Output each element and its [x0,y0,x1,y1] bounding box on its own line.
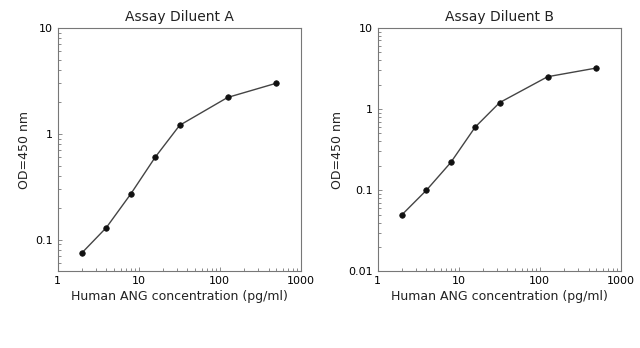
Y-axis label: OD=450 nm: OD=450 nm [331,111,344,189]
X-axis label: Human ANG concentration (pg/ml): Human ANG concentration (pg/ml) [391,291,607,303]
Title: Assay Diluent A: Assay Diluent A [125,10,234,24]
X-axis label: Human ANG concentration (pg/ml): Human ANG concentration (pg/ml) [71,291,287,303]
Title: Assay Diluent B: Assay Diluent B [445,10,554,24]
Y-axis label: OD=450 nm: OD=450 nm [18,111,31,189]
